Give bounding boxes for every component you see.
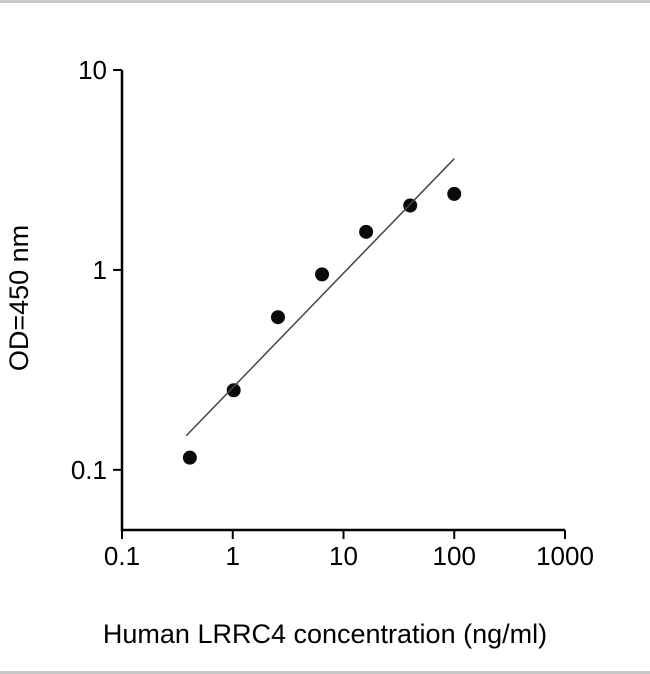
data-point: [182, 450, 197, 465]
y-tick-label: 10: [78, 55, 107, 85]
x-tick-label: 10: [329, 541, 358, 571]
top-border: [0, 0, 650, 3]
data-point: [315, 267, 330, 282]
x-tick-label: 1000: [536, 541, 594, 571]
y-axis-label: OD=450 nm: [4, 225, 34, 371]
x-tick-label: 100: [433, 541, 476, 571]
chart-series: [182, 158, 462, 465]
x-tick-label: 0.1: [104, 541, 140, 571]
data-point: [226, 383, 241, 398]
data-point: [359, 224, 374, 239]
data-point: [447, 186, 462, 201]
fit-line: [185, 158, 455, 437]
y-tick-label: 0.1: [71, 455, 107, 485]
y-tick-label: 1: [93, 255, 107, 285]
bottom-border: [0, 671, 650, 674]
data-point: [403, 198, 418, 213]
x-tick-label: 1: [226, 541, 240, 571]
x-axis-label: Human LRRC4 concentration (ng/ml): [103, 619, 547, 649]
axes: [113, 69, 566, 539]
data-point: [270, 310, 285, 325]
tick-labels: 0.1 1 10 100 1000 0.1 1 10: [71, 55, 594, 571]
